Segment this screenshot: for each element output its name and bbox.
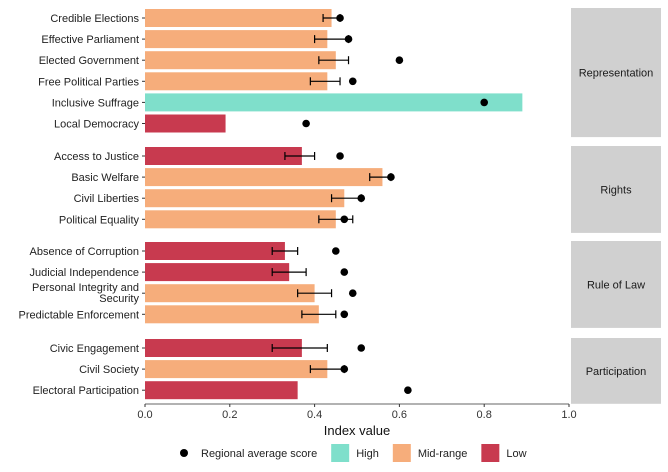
avg-point-credible-elections [336, 14, 344, 22]
category-label-line: Security [99, 293, 139, 305]
bar-absence-of-corruption [145, 242, 285, 260]
avg-point-personal-integrity-and-security [348, 289, 357, 298]
facet-label-rights: Rights [600, 184, 632, 196]
bar-civil-liberties [145, 189, 345, 208]
legend-key-low [481, 444, 500, 462]
legend: Regional average score High Mid-range Low [180, 444, 527, 462]
avg-point-absence-of-corruption [332, 247, 340, 255]
category-label-free-political-parties: Free Political Parties [38, 76, 139, 88]
avg-point-judicial-independence [340, 268, 349, 276]
category-label-effective-parliament: Effective Parliament [41, 34, 139, 46]
avg-point-political-equality [340, 215, 349, 224]
x-tick-label-3: 0.6 [392, 409, 407, 421]
bar-electoral-participation [145, 381, 298, 400]
bar-personal-integrity-and-security [145, 284, 315, 303]
facet-strip-participation [571, 338, 661, 404]
x-axis: 0.0 0.2 0.4 0.6 0.8 1.0 [137, 403, 577, 421]
facet-label-rule-of-law: Rule of Law [587, 279, 645, 291]
bar-judicial-independence [145, 263, 290, 282]
x-tick-label-4: 0.8 [477, 409, 492, 421]
bar-inclusive-suffrage [145, 93, 523, 112]
category-label-credible-elections: Credible Elections [50, 13, 139, 25]
bars [145, 9, 523, 400]
facet-strip-rights [571, 146, 661, 233]
legend-label-low: Low [506, 448, 526, 460]
bar-elected-government [145, 51, 336, 70]
category-label-predictable-enforcement: Predictable Enforcement [19, 309, 139, 321]
legend-key-regional-average-score [180, 449, 188, 457]
avg-point-predictable-enforcement [340, 310, 349, 319]
category-label-local-democracy: Local Democracy [54, 119, 139, 131]
bar-access-to-justice [145, 147, 302, 165]
bar-effective-parliament [145, 30, 328, 49]
facet-label-participation: Participation [586, 366, 647, 378]
avg-point-free-political-parties [348, 77, 357, 86]
avg-point-access-to-justice [336, 152, 344, 160]
avg-point-civic-engagement [357, 344, 366, 352]
legend-label-high: High [356, 448, 379, 460]
x-axis-title: Index value [324, 423, 391, 438]
category-label-line: Personal Integrity and [32, 282, 139, 294]
regional-average-points [302, 14, 489, 395]
bar-credible-elections [145, 9, 332, 27]
category-label-electoral-participation: Electoral Participation [33, 385, 139, 397]
x-tick-label-1: 0.2 [222, 409, 237, 421]
category-label-basic-welfare: Basic Welfare [71, 172, 139, 184]
category-label-civil-society: Civil Society [79, 364, 139, 376]
bar-basic-welfare [145, 168, 383, 187]
bar-civil-society [145, 360, 328, 379]
category-label-elected-government: Elected Government [39, 55, 139, 67]
category-label-civil-liberties: Civil Liberties [74, 193, 140, 205]
x-tick-label-0: 0.0 [137, 409, 152, 421]
category-label-absence-of-corruption: Absence of Corruption [30, 246, 139, 258]
avg-point-civil-liberties [357, 194, 366, 202]
facet-strips: Representation Rights Rule of Law Participa… [571, 8, 661, 404]
category-label-political-equality: Political Equality [59, 214, 140, 226]
avg-point-local-democracy [302, 119, 310, 128]
bar-civic-engagement [145, 339, 302, 357]
bar-local-democracy [145, 114, 226, 133]
x-tick-label-5: 1.0 [561, 409, 576, 421]
category-labels: Credible Elections Effective Parliament El… [19, 13, 145, 397]
avg-point-civil-society [340, 365, 349, 373]
legend-label-regional-average-score: Regional average score [201, 448, 317, 460]
x-tick-label-2: 0.4 [307, 409, 322, 421]
facet-strip-rule-of-law [571, 241, 661, 328]
bar-free-political-parties [145, 72, 328, 91]
avg-point-electoral-participation [404, 386, 412, 395]
legend-key-mid-range [392, 444, 411, 462]
bar-political-equality [145, 210, 336, 229]
category-label-personal-integrity-and-security: Personal Integrity and Security [32, 282, 140, 305]
category-label-judicial-independence: Judicial Independence [30, 267, 139, 279]
category-label-access-to-justice: Access to Justice [54, 151, 139, 163]
facet-strip-representation [571, 8, 661, 138]
avg-point-basic-welfare [387, 173, 395, 181]
avg-point-effective-parliament [344, 35, 353, 43]
legend-label-mid-range: Mid-range [418, 448, 468, 460]
category-label-civic-engagement: Civic Engagement [50, 343, 139, 355]
category-label-inclusive-suffrage: Inclusive Suffrage [52, 97, 139, 109]
avg-point-elected-government [395, 56, 404, 64]
avg-point-inclusive-suffrage [480, 98, 489, 107]
facet-label-representation: Representation [579, 68, 654, 80]
bar-predictable-enforcement [145, 305, 319, 324]
legend-key-high [331, 444, 350, 462]
